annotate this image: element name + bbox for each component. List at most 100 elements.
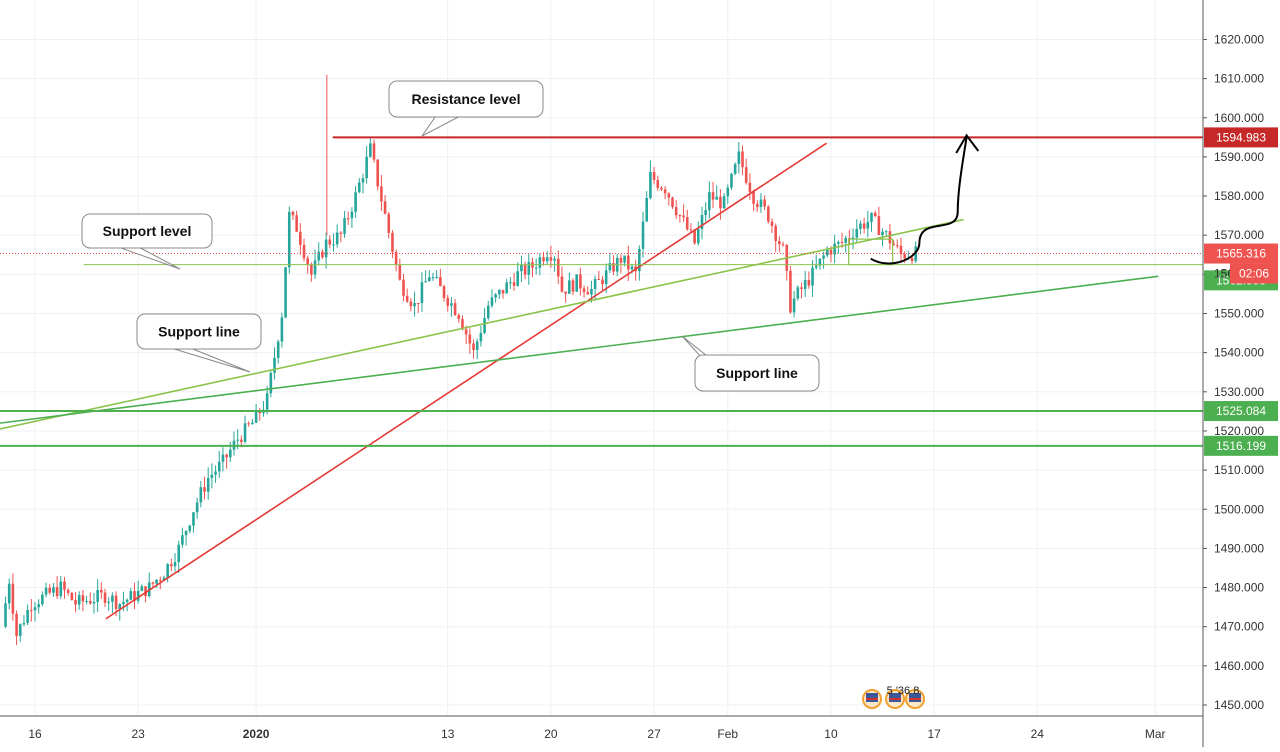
candle-body	[630, 266, 634, 270]
candle-body	[479, 332, 483, 342]
x-tick-label: 24	[1031, 727, 1045, 741]
candle-body	[229, 449, 232, 458]
candle-body	[398, 264, 402, 280]
candle-body	[516, 271, 520, 286]
candle-body	[870, 212, 873, 222]
candle-body	[612, 263, 615, 272]
candle-body	[125, 599, 129, 602]
candle-body	[7, 583, 11, 604]
candle-body	[822, 255, 825, 259]
candle-body	[803, 280, 807, 289]
candle-body	[719, 196, 722, 209]
candle-body	[560, 276, 564, 292]
badge-resistance	[1204, 127, 1278, 148]
badge-level-2	[1204, 401, 1278, 422]
candle-body	[221, 454, 225, 462]
candle-body	[767, 206, 770, 222]
candle-body	[652, 171, 656, 180]
y-tick-label: 1590.000	[1214, 150, 1264, 164]
candle-body	[579, 274, 582, 289]
candle-body	[107, 601, 110, 603]
candle-body	[837, 241, 840, 244]
candle-body	[800, 287, 803, 289]
candle-body	[538, 257, 542, 268]
x-tick-label: 27	[647, 727, 661, 741]
callout-label: Support line	[158, 324, 240, 340]
candle-body	[81, 595, 85, 602]
candle-body	[501, 289, 505, 294]
candle-body	[372, 143, 376, 160]
y-tick-label: 1530.000	[1214, 385, 1264, 399]
candle-body	[199, 487, 203, 503]
candle-body	[693, 229, 696, 244]
candle-body	[490, 297, 494, 306]
candle-body	[855, 228, 859, 238]
candle-body	[269, 372, 273, 394]
candle-body	[660, 187, 663, 190]
candle-body	[700, 215, 704, 230]
callout-box	[136, 313, 262, 350]
callout-tail	[421, 116, 459, 137]
candle-body	[299, 231, 302, 245]
candle-body	[859, 223, 862, 229]
candle-body	[486, 305, 490, 319]
candle-body	[44, 587, 48, 595]
candle-body	[361, 178, 365, 183]
candle-body	[877, 216, 881, 235]
candle-body	[22, 623, 26, 625]
time-axis[interactable]: 16 23 2020 13 20 27 Feb 10 17 24 Mar	[0, 715, 1203, 741]
candle-body	[350, 211, 354, 219]
consolidation-box	[848, 238, 894, 266]
candle-body	[243, 423, 247, 442]
candle-body	[4, 603, 7, 627]
candle-body	[365, 156, 368, 179]
projection-arrow	[870, 137, 968, 265]
candle-body	[884, 231, 888, 233]
candle-body	[453, 303, 457, 316]
x-tick-label: Mar	[1145, 727, 1166, 741]
candle-body	[424, 281, 427, 283]
y-tick-label: 1550.000	[1214, 307, 1264, 321]
candle-body	[586, 292, 590, 295]
candle-body	[240, 439, 243, 442]
candle-body	[391, 232, 394, 252]
badge-level-3-text: 1516.199	[1216, 439, 1266, 453]
candle-body	[427, 277, 431, 282]
candle-body	[376, 159, 380, 187]
candle-body	[442, 286, 446, 298]
candle-body	[568, 280, 571, 294]
candle-body	[26, 610, 29, 624]
badge-resistance-text: 1594.983	[1216, 130, 1266, 144]
candle-body	[825, 249, 829, 256]
candle-body	[840, 241, 844, 243]
candle-body	[284, 267, 287, 318]
price-axis[interactable]: 1450.000 1460.000 1470.000 1480.000 1490.000…	[1202, 0, 1278, 747]
candle-body	[641, 221, 645, 249]
candle-body	[280, 317, 284, 342]
candle-body	[144, 586, 147, 597]
callout-resistance: Resistance level	[388, 80, 544, 137]
candle-body	[792, 298, 796, 313]
candle-body	[597, 279, 601, 281]
candle-body	[328, 239, 332, 245]
candle-body	[225, 454, 228, 458]
candle-body	[100, 590, 103, 593]
candle-body	[737, 151, 741, 164]
candle-body	[464, 329, 468, 335]
candle-body	[509, 282, 512, 284]
candle-body	[18, 624, 22, 636]
events-label: 5 '36 8	[887, 685, 920, 697]
candle-body	[582, 288, 586, 293]
badge-level-2-text: 1525.084	[1216, 404, 1266, 418]
callout-support-level: Support level	[81, 213, 213, 270]
candle-body	[649, 171, 652, 199]
candle-body	[623, 255, 626, 263]
candle-body	[335, 232, 339, 245]
candle-body	[685, 217, 689, 230]
support-line-green	[0, 275, 1159, 424]
candle-body	[70, 592, 74, 601]
x-tick-label: 2020	[243, 727, 270, 741]
candle-body	[796, 287, 800, 299]
